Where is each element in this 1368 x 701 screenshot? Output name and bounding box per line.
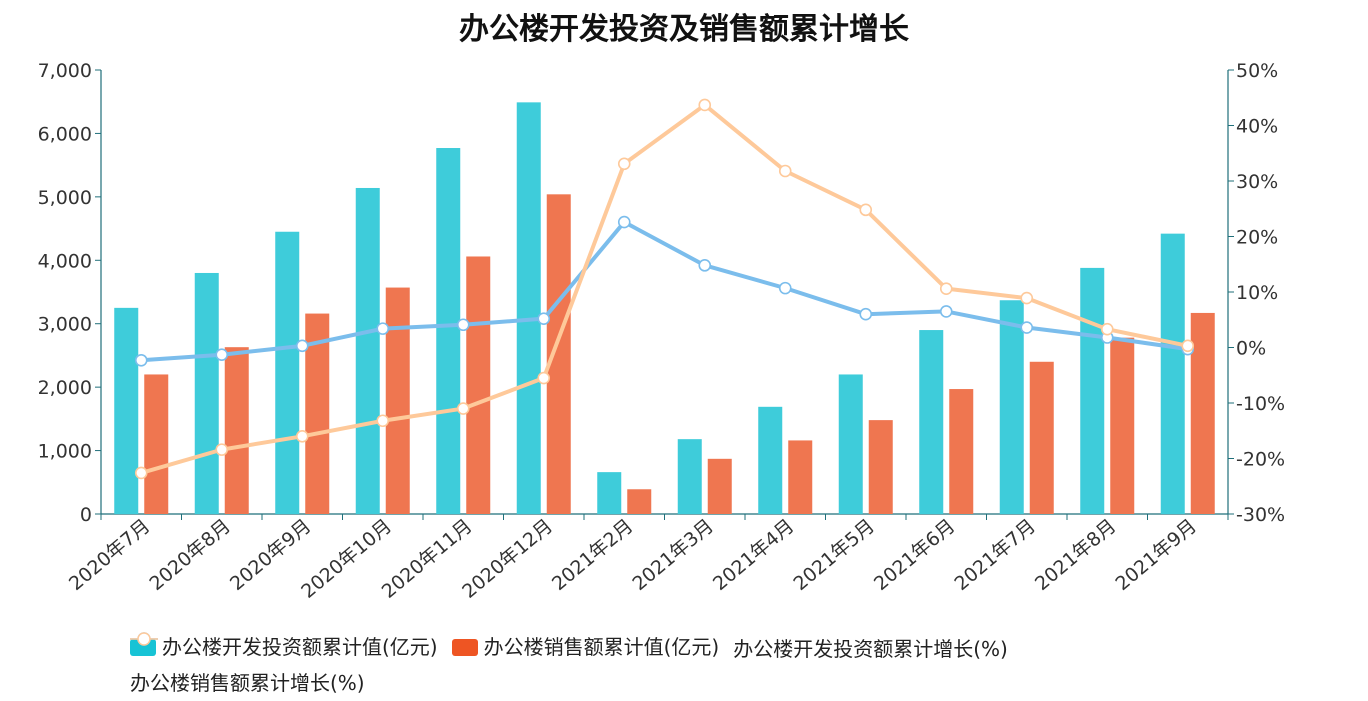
bar-investment: [194, 272, 219, 514]
chart-title: 办公楼开发投资及销售额累计增长: [459, 12, 909, 47]
bar-investment: [114, 307, 139, 514]
point-sales-growth: [1100, 322, 1114, 336]
bar-investment: [1160, 233, 1185, 514]
legend-line-marker: [130, 632, 158, 646]
bar-investment: [677, 439, 702, 514]
bar-sales: [1029, 361, 1054, 514]
bar-investment: [275, 231, 300, 514]
bar-investment: [838, 374, 863, 514]
point-sales-growth: [376, 414, 390, 428]
x-tick-label: 2020年8月: [145, 515, 235, 595]
y-left-tick-label: 3,000: [38, 314, 92, 336]
line-investment-growth: [141, 220, 1189, 363]
point-investment-growth: [939, 305, 953, 318]
point-investment-growth: [456, 318, 470, 332]
y-left-tick-label: 0: [80, 504, 92, 526]
legend-label: 办公楼开发投资额累计增长(%): [733, 636, 1008, 661]
bar-investment: [919, 330, 944, 514]
y-left-tick-label: 4,000: [38, 250, 92, 272]
x-tick-label: 2021年3月: [628, 515, 718, 595]
bar-sales: [1190, 312, 1215, 514]
y-right-tick-label: 30%: [1236, 171, 1278, 193]
point-sales-growth: [778, 164, 792, 178]
x-tick-label: 2021年6月: [870, 515, 960, 595]
bar-sales: [385, 287, 410, 514]
y-right-tick-label: -20%: [1236, 449, 1285, 471]
point-investment-growth: [859, 307, 873, 321]
bar-investment: [436, 148, 461, 514]
bar-sales: [466, 256, 491, 514]
bar-investment: [999, 300, 1024, 514]
bar-investment: [758, 406, 783, 514]
bar-sales: [707, 458, 732, 514]
bar-sales: [224, 347, 249, 514]
point-sales-growth: [617, 157, 631, 171]
point-sales-growth: [1181, 339, 1195, 353]
bar-sales: [627, 489, 652, 514]
bar-sales: [868, 420, 893, 514]
y-right-tick-label: 50%: [1236, 60, 1278, 82]
bar-sales: [949, 389, 974, 514]
point-investment-growth: [1020, 321, 1034, 334]
bar-sales: [144, 374, 169, 514]
y-right-tick-label: 40%: [1236, 116, 1278, 138]
x-tick-label: 2021年4月: [709, 515, 799, 595]
point-sales-growth: [295, 429, 309, 443]
y-left-tick-label: 1,000: [38, 441, 92, 463]
point-sales-growth: [456, 402, 470, 415]
x-tick-label: 2021年7月: [950, 515, 1040, 595]
point-sales-growth: [134, 466, 148, 480]
x-tick-label: 2021年5月: [789, 515, 879, 595]
legend-item[interactable]: 办公楼销售额累计增长(%): [130, 632, 365, 700]
bar-sales: [788, 440, 813, 514]
point-sales-growth: [939, 282, 953, 295]
x-tick-label: 2021年2月: [548, 515, 638, 595]
y-left-tick-label: 7,000: [38, 60, 92, 82]
legend-item[interactable]: 办公楼开发投资额累计值(亿元): [130, 630, 438, 664]
bar-investment: [355, 187, 380, 514]
legend-label: 办公楼销售额累计值(亿元): [483, 635, 720, 659]
point-investment-growth: [376, 322, 390, 335]
point-investment-growth: [134, 353, 148, 367]
y-right-tick-label: -10%: [1236, 393, 1285, 415]
point-investment-growth: [537, 312, 551, 325]
x-tick-label: 2021年9月: [1111, 515, 1201, 595]
bar-investment: [516, 102, 541, 514]
legend-item[interactable]: 办公楼开发投资额累计增长(%): [130, 632, 1008, 666]
bar-sales: [546, 194, 571, 514]
point-investment-growth: [295, 339, 309, 353]
y-left-tick-label: 6,000: [38, 123, 92, 145]
chart-svg: 0 1,000 2,000 3,000 4,000 5,000 6,000 7,000 -30%…: [38, 60, 1286, 603]
x-tick-label: 2020年7月: [65, 515, 155, 595]
point-sales-growth: [215, 443, 229, 456]
point-investment-growth: [778, 281, 792, 295]
legend-item[interactable]: 办公楼销售额累计值(亿元): [451, 630, 720, 664]
y-right-tick-label: 0%: [1236, 338, 1266, 360]
x-tick-label: 2021年8月: [1031, 515, 1121, 595]
bar-sales: [1110, 337, 1135, 514]
point-sales-growth: [859, 203, 873, 217]
y-left-tick-label: 2,000: [38, 377, 92, 399]
legend-label: 办公楼开发投资额累计值(亿元): [162, 635, 438, 659]
point-investment-growth: [215, 348, 229, 362]
point-investment-growth: [698, 259, 712, 272]
point-sales-growth: [1020, 291, 1034, 305]
bar-investment: [597, 472, 622, 514]
y-right-tick-label: 10%: [1236, 282, 1278, 304]
bar-sales: [305, 313, 330, 514]
y-left-tick-label: 5,000: [38, 187, 92, 209]
line-sales-growth: [140, 102, 1189, 475]
point-investment-growth: [617, 215, 631, 229]
y-right-tick-label: 20%: [1236, 227, 1278, 249]
chart-legend: 办公楼开发投资额累计值(亿元) 办公楼销售额累计值(亿元) 办公楼开发投资额累计增长…: [130, 630, 1250, 700]
point-sales-growth: [698, 98, 712, 112]
y-right-tick-label: -30%: [1236, 504, 1285, 526]
point-sales-growth: [537, 371, 551, 385]
bar-investment: [1080, 267, 1105, 514]
legend-label: 办公楼销售额累计增长(%): [130, 670, 365, 695]
legend-swatch: [451, 638, 478, 656]
